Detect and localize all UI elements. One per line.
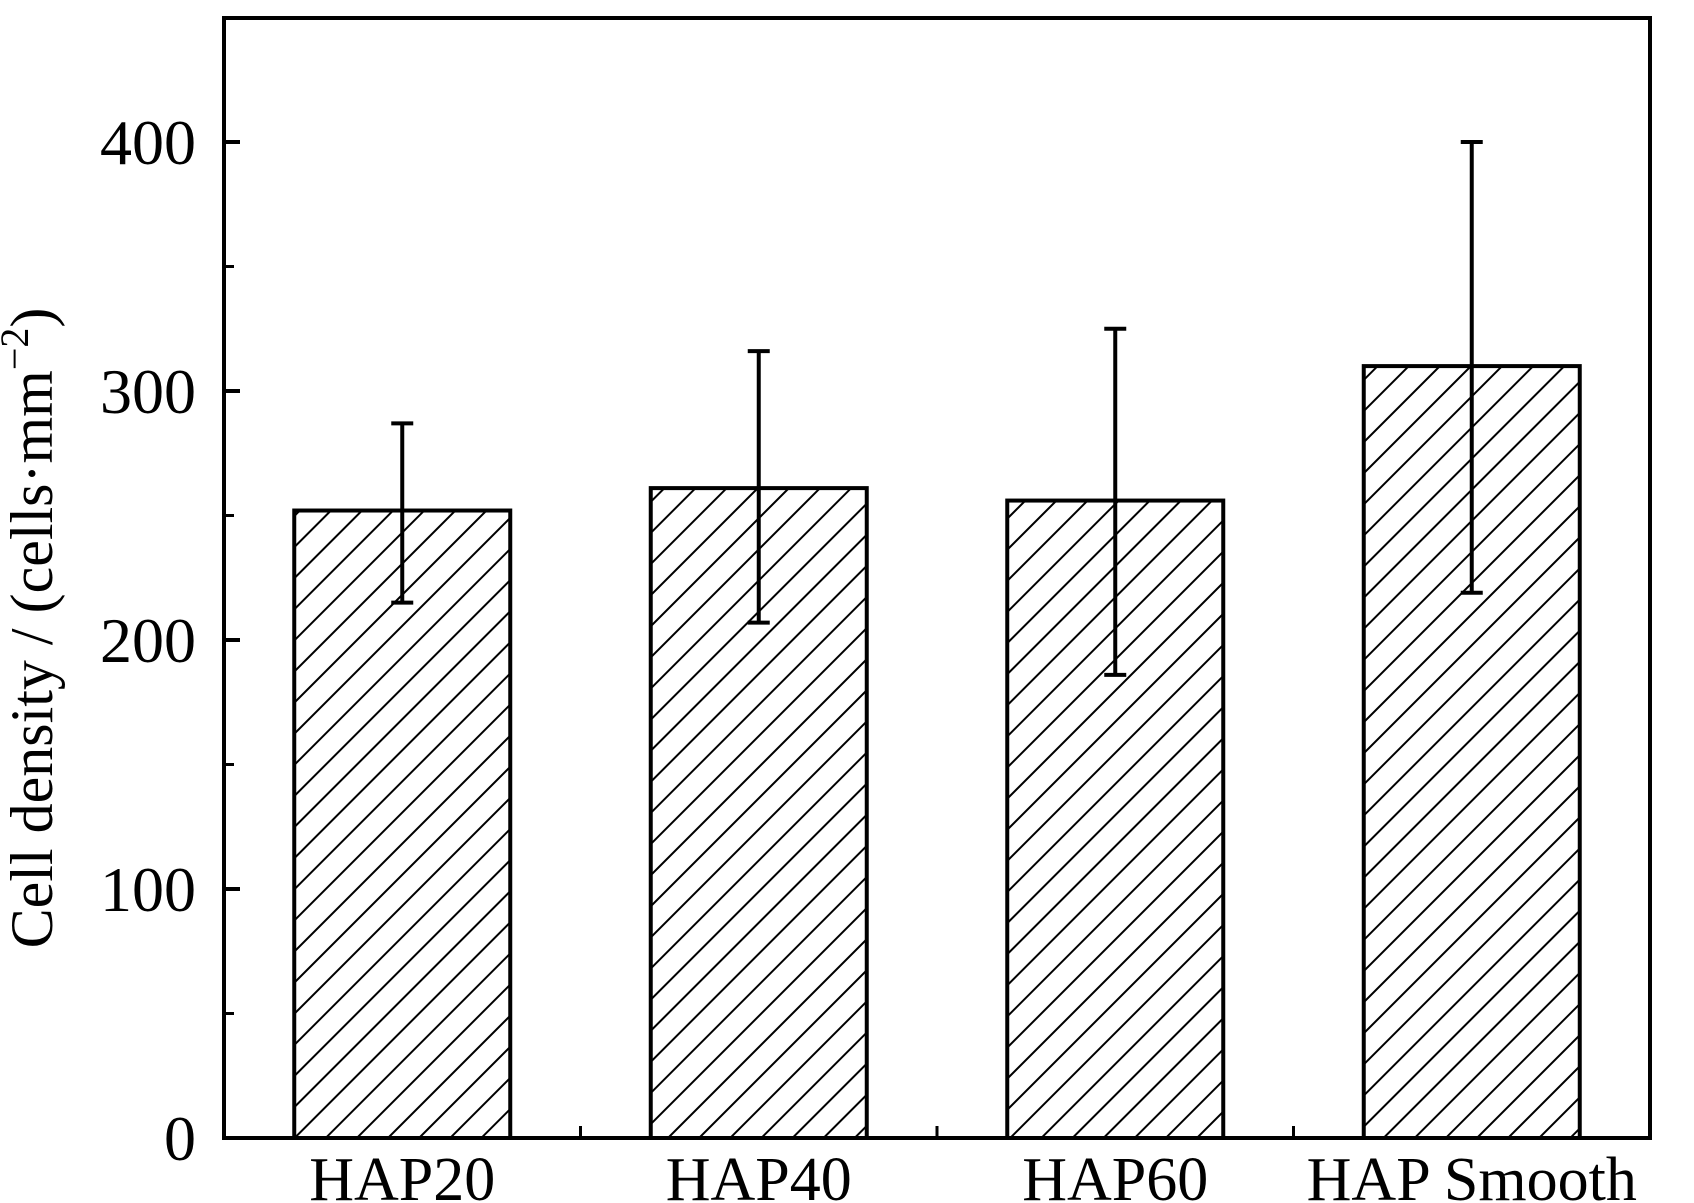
x-tick-label: HAP60 xyxy=(1022,1146,1208,1203)
y-axis: 0 100 200 300 400 xyxy=(100,107,240,1174)
error-bar xyxy=(747,349,770,625)
y-tick-label: 0 xyxy=(164,1103,196,1174)
y-tick-label: 200 xyxy=(100,605,196,676)
y-tick-label: 300 xyxy=(100,356,196,427)
error-bars xyxy=(391,140,1483,677)
bars xyxy=(292,364,1582,1141)
y-axis-title-superscript: −2 xyxy=(0,328,37,371)
x-tick-label: HAP20 xyxy=(309,1146,495,1203)
y-axis-title-close: ) xyxy=(0,308,65,328)
x-tick-labels: HAP20 HAP40 HAP60 HAP Smooth xyxy=(309,1146,1637,1203)
error-bar xyxy=(391,421,414,605)
bar-hap20 xyxy=(292,508,513,1140)
y-axis-title: Cell density / (cells·mm−2) xyxy=(0,308,65,949)
error-bar xyxy=(1104,326,1127,677)
x-tick-label: HAP40 xyxy=(666,1146,852,1203)
y-tick-label: 100 xyxy=(100,854,196,925)
y-tick-label: 400 xyxy=(100,107,196,178)
x-tick-label: HAP Smooth xyxy=(1307,1146,1637,1203)
x-axis xyxy=(579,1126,1295,1138)
error-bar xyxy=(1460,140,1483,595)
